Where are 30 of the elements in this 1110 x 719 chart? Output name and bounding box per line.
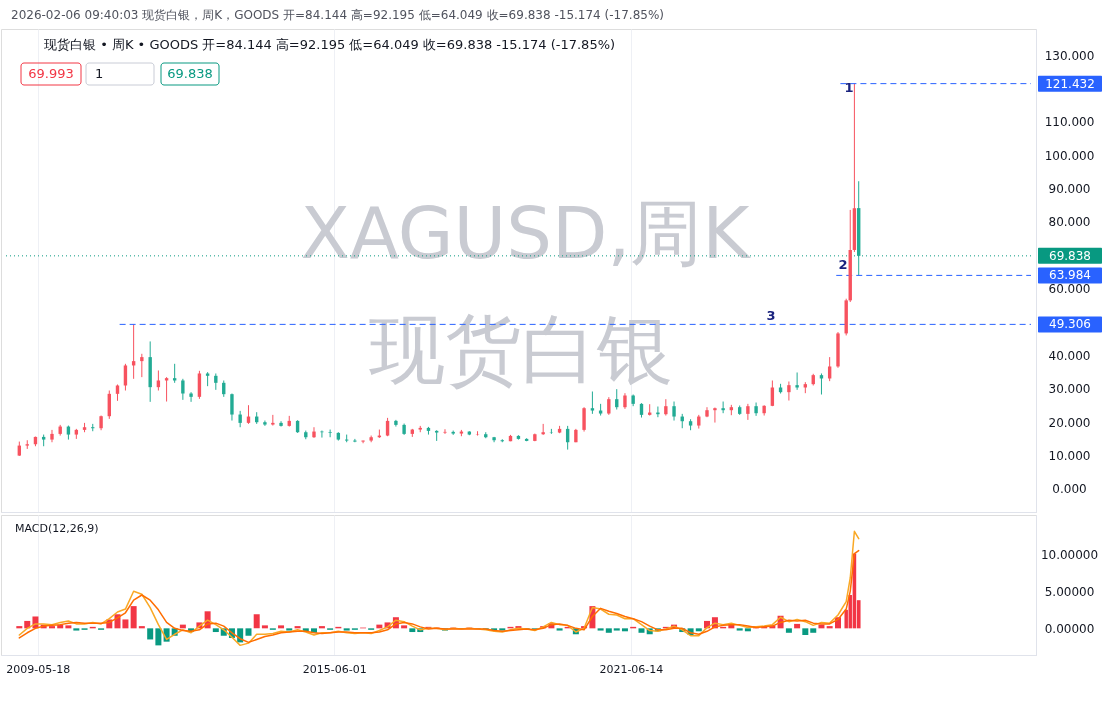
text: MACD(12,26,9) (15, 522, 99, 535)
y-tick-label: 20.000 (1048, 415, 1091, 430)
y-tick-label: 60.000 (1048, 282, 1091, 297)
x-tick-label: 2015-06-01 (302, 662, 367, 676)
y-tick-label: 5.00000 (1044, 584, 1095, 599)
annotation: 2 (838, 257, 848, 272)
y-tick-label: 10.000 (1048, 449, 1091, 464)
ref-line-label: 63.984 (1049, 268, 1091, 283)
y-tick-label: 100.000 (1044, 148, 1095, 163)
ref-line-label: 49.306 (1049, 317, 1091, 332)
x-tick-label: 2009-05-18 (6, 662, 71, 676)
y-tick-label: 80.000 (1048, 215, 1091, 230)
ref-line-label: 69.838 (1049, 248, 1091, 263)
annotation: 1 (844, 80, 854, 95)
y-tick-label: 40.000 (1048, 348, 1091, 363)
chart-title: 2026-02-06 09:40:03 现货白银，周K，GOODS 开=84.144 高=92.195 低=64.049 收=69.838 -15.174 (-17.85%) (11, 8, 665, 22)
y-tick-label: 0.000 (1052, 482, 1087, 497)
annotation: 3 (766, 308, 776, 323)
y-tick-label: 10.00000 (1040, 547, 1099, 562)
y-tick-label: 0.00000 (1044, 621, 1095, 636)
y-tick-label: 130.000 (1044, 48, 1095, 63)
annotation: 69.838 (167, 66, 213, 81)
annotation: 69.993 (28, 66, 74, 81)
ref-line-label: 121.432 (1045, 76, 1095, 91)
y-tick-label: 110.000 (1044, 115, 1095, 130)
x-tick-label: 2021-06-14 (599, 662, 664, 676)
y-tick-label: 90.000 (1048, 182, 1091, 197)
annotation: 1 (95, 66, 104, 81)
y-tick-label: 30.000 (1048, 382, 1091, 397)
chart-subtitle: 现货白银 • 周K • GOODS 开=84.144 高=92.195 低=64.049 收=69.838 -15.174 (-17.85%) (44, 37, 616, 52)
